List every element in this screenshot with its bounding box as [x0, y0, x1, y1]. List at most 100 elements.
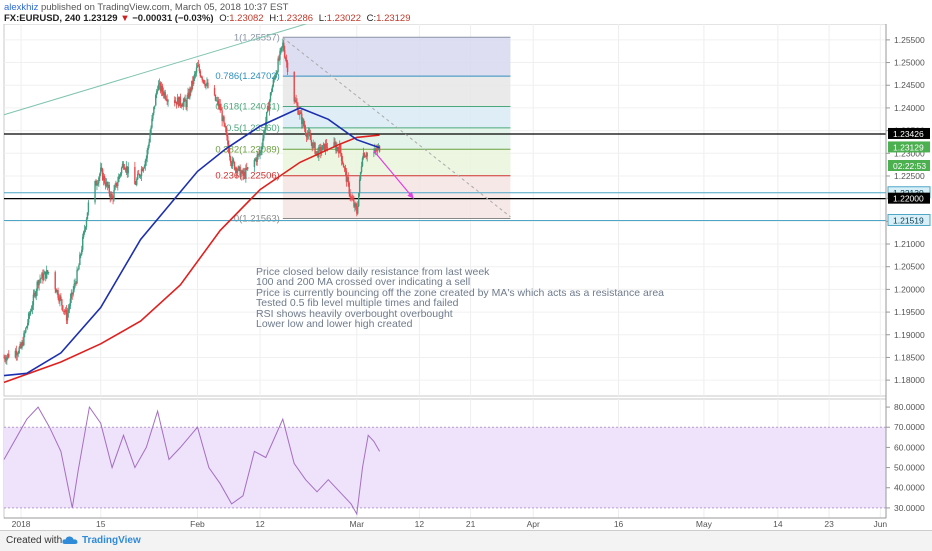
price-badge-label: 1.21519 [893, 215, 924, 225]
candle-body [105, 182, 108, 187]
open-label: O: [219, 13, 230, 24]
candle-body [222, 116, 224, 122]
price-badge-label: 02:22:53 [893, 161, 926, 171]
time-tick-label: 2018 [12, 519, 31, 529]
chart-canvas[interactable]: 1(1.25557) 0.786(1.24702) 0.618(1.24031) 0.… [0, 24, 932, 530]
time-tick-label: 15 [96, 519, 106, 529]
candle-body [217, 100, 220, 107]
candle-body [354, 203, 356, 207]
candle-body [254, 158, 257, 161]
tradingview-brand-link[interactable]: TradingView [82, 535, 141, 546]
fib-level-label: 0.382(1.23089) [215, 144, 279, 155]
candle-body [218, 103, 220, 107]
note-line: Price closed below daily resistance from… [256, 266, 490, 278]
price-tick-label: 1.23000 [894, 148, 925, 158]
price-tick-label: 1.20000 [894, 284, 925, 294]
candle-body [213, 87, 216, 95]
candle-body [6, 356, 8, 361]
price-badge [887, 213, 931, 226]
candle-body [56, 290, 58, 293]
candle-body [359, 172, 362, 180]
candle-body [142, 168, 145, 172]
candle-body [350, 196, 352, 198]
symbol-label[interactable]: FX:EURUSD, 240 [4, 13, 81, 24]
candle-body [26, 326, 28, 328]
candle-body [349, 193, 351, 197]
candle-body [196, 65, 199, 68]
candle-body [194, 72, 197, 75]
note-line: Price is currently bouncing off the zone… [256, 286, 665, 299]
candle-body [154, 105, 156, 107]
candle-body [319, 146, 321, 148]
candle-body [183, 98, 185, 102]
candle-body [245, 167, 247, 178]
candle-body [338, 149, 340, 154]
candle-body [365, 156, 367, 158]
candle-body [80, 254, 82, 256]
rsi-tick-label: 60.0000 [894, 442, 925, 452]
candle-body [231, 159, 234, 167]
candle-body [79, 254, 81, 265]
candle-body [301, 113, 303, 124]
candle-body [241, 170, 243, 173]
candle-body [60, 296, 62, 300]
candle-body [320, 146, 322, 153]
time-tick-label: 12 [255, 519, 265, 529]
price-tick-label: 1.24000 [894, 103, 925, 113]
candle-body [153, 106, 155, 114]
candle-body [341, 161, 344, 164]
candle-body [195, 67, 198, 73]
time-tick-label: 21 [466, 519, 476, 529]
candle-body [360, 166, 363, 173]
candle-body [158, 82, 161, 85]
candle-body [143, 166, 146, 169]
trendline [282, 37, 511, 218]
candle-body [324, 143, 327, 152]
candle-body [223, 116, 225, 124]
candle-body [30, 309, 33, 312]
candle-body [326, 147, 329, 149]
candle-body [57, 290, 59, 298]
candle-body [82, 236, 84, 250]
candle-body [253, 160, 256, 168]
candle-body [95, 181, 97, 186]
author-link[interactable]: alexkhiz [4, 2, 39, 13]
time-tick-label: Apr [527, 519, 540, 529]
candle-body [106, 182, 109, 187]
low-value: 1.23022 [326, 13, 361, 24]
candle-body [63, 310, 65, 312]
price-badge [888, 192, 930, 204]
candle-body [268, 100, 271, 111]
candle-body [276, 71, 278, 74]
candle-body [145, 158, 147, 161]
price-tick-label: 1.18000 [894, 375, 925, 385]
candle-body [140, 168, 143, 176]
candle-body [270, 91, 273, 93]
rsi-line [3, 405, 381, 516]
high-value: 1.23286 [278, 13, 314, 24]
candle-body [141, 168, 144, 172]
candle-body [126, 166, 128, 174]
candle-body [303, 125, 306, 129]
candle-body [124, 169, 127, 171]
time-tick-label: Mar [349, 519, 364, 529]
candle-body [156, 90, 159, 92]
candle-body [122, 163, 125, 168]
candle-body [189, 88, 191, 98]
candle-body [312, 143, 314, 149]
candle-body [207, 82, 209, 88]
price-change: −0.00031 (−0.03%) [132, 13, 214, 24]
candle-body [293, 72, 295, 102]
candle-body [347, 177, 349, 183]
candle-body [343, 167, 346, 169]
candle-body [123, 167, 126, 170]
price-badge [888, 141, 930, 153]
trendline [3, 24, 308, 116]
candle-body [27, 322, 29, 327]
candle-body [28, 313, 31, 315]
candle-body [307, 131, 310, 135]
candle-body [102, 176, 105, 181]
rsi-tick-label: 70.0000 [894, 422, 925, 432]
candle-body [116, 182, 118, 187]
close-value: 1.23129 [376, 13, 411, 24]
